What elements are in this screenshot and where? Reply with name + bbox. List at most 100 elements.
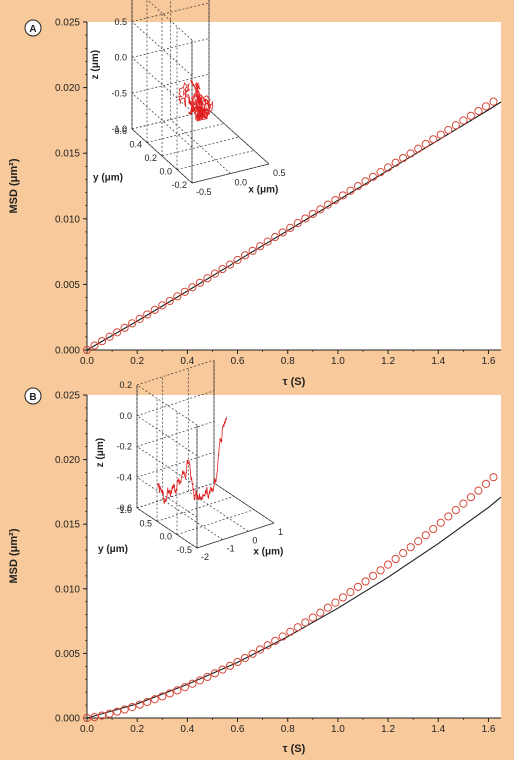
data-point xyxy=(248,649,257,658)
inset-grid-line xyxy=(131,73,210,94)
data-point xyxy=(165,296,174,306)
data-point xyxy=(90,712,99,722)
inset-frame-edge xyxy=(213,482,275,524)
inset-grid-line xyxy=(131,92,193,148)
inset-y-tick-label: 0.6 xyxy=(114,126,127,136)
inset-y-axis-label: y (μm) xyxy=(93,173,123,184)
inset-grid-line xyxy=(131,38,210,58)
panel-b: B τ (S) MSD (μm²) 0.0000.0050.0100.0150.… xyxy=(8,359,502,755)
data-point xyxy=(466,111,475,120)
x-tick-label: 1.4 xyxy=(431,356,445,367)
data-point xyxy=(353,582,363,591)
data-point xyxy=(338,593,348,602)
x-tick-label: 0.8 xyxy=(281,724,295,735)
inset-z-tick-label: -1.0 xyxy=(111,124,127,134)
inset-frame-edge xyxy=(136,507,198,549)
data-point xyxy=(97,337,107,346)
data-point xyxy=(113,707,122,716)
inset-grid-line xyxy=(131,21,193,77)
data-point xyxy=(489,97,498,106)
data-point xyxy=(203,274,212,283)
inset-x-tick-label: -0.5 xyxy=(196,187,212,197)
data-point xyxy=(203,672,212,682)
data-point xyxy=(361,577,370,586)
inset-z-axis-label: z (μm) xyxy=(90,50,101,79)
inset-grid-line xyxy=(136,446,198,487)
y-tick-label: 0.010 xyxy=(55,214,80,225)
data-point xyxy=(135,700,144,709)
inset-3d-a: 1.00.50.0-0.5-1.0-0.20.00.20.40.6-0.50.0… xyxy=(90,0,286,197)
data-point xyxy=(338,191,348,200)
data-point xyxy=(406,149,415,158)
data-point xyxy=(474,106,483,116)
data-point xyxy=(361,177,370,186)
data-point xyxy=(436,518,445,527)
fit-line-a xyxy=(86,101,502,351)
y-tick-label: 0.025 xyxy=(55,391,80,402)
data-markers-a xyxy=(82,97,498,355)
data-point xyxy=(195,676,205,685)
inset-z-tick-label: 0.0 xyxy=(114,53,127,63)
data-point xyxy=(391,554,400,564)
data-point xyxy=(399,549,408,558)
data-point xyxy=(323,200,332,209)
inset-grid-line xyxy=(131,109,210,130)
data-point xyxy=(225,661,235,670)
inset-x-tick-label: -2 xyxy=(201,552,209,562)
data-point xyxy=(414,537,423,546)
inset-trajectory xyxy=(178,80,213,122)
data-point xyxy=(233,255,242,265)
data-point xyxy=(383,163,393,172)
data-point xyxy=(128,703,137,712)
data-point xyxy=(240,251,250,260)
data-point xyxy=(271,232,280,242)
inset-grid-line xyxy=(136,482,215,509)
data-point xyxy=(429,524,438,534)
x-tick-label: 1.6 xyxy=(482,356,496,367)
inset-grid-line xyxy=(170,119,231,174)
data-point xyxy=(331,598,340,607)
data-point xyxy=(82,345,92,355)
data-point xyxy=(150,695,159,704)
x-tick-label: 0.8 xyxy=(281,356,295,367)
y-tick-label: 0.020 xyxy=(55,83,80,94)
x-tick-label: 1.0 xyxy=(331,724,345,735)
inset-y-tick-label: -0.5 xyxy=(176,545,192,555)
inset-z-tick-label: -0.2 xyxy=(116,442,132,452)
inset-y-axis-label: y (μm) xyxy=(98,544,128,555)
y-axis-label-b: MSD (μm²) xyxy=(8,528,20,583)
inset-frame-edge xyxy=(191,163,270,184)
data-point xyxy=(301,214,310,223)
data-point xyxy=(105,332,114,341)
data-point xyxy=(368,172,378,181)
data-point xyxy=(165,689,174,698)
data-point xyxy=(233,657,242,667)
data-point xyxy=(466,493,475,502)
y-tick-label: 0.015 xyxy=(55,149,80,160)
panel-label-badge-a: A xyxy=(24,19,42,37)
inset-y-tick-label: 0.0 xyxy=(159,532,172,542)
data-point xyxy=(474,486,483,495)
fit-line-path xyxy=(86,101,502,351)
data-point xyxy=(459,499,468,508)
data-point xyxy=(128,319,137,328)
data-point xyxy=(383,560,393,569)
data-point xyxy=(421,139,430,149)
data-point xyxy=(271,636,280,645)
x-tick-label: 1.4 xyxy=(431,724,445,735)
data-point xyxy=(256,645,265,654)
data-point xyxy=(444,125,453,135)
data-point xyxy=(414,144,423,153)
data-point xyxy=(180,287,189,296)
inset-grid-line xyxy=(176,509,255,535)
inset-y-tick-label: 0.5 xyxy=(139,518,152,528)
inset-y-tick-label: 0.2 xyxy=(144,153,157,163)
inset-x-tick-label: 1 xyxy=(278,527,283,537)
x-tick-label: 1.2 xyxy=(381,724,395,735)
data-point xyxy=(263,237,272,246)
inset-grid-line xyxy=(161,136,240,157)
inset-grid-line xyxy=(136,421,215,447)
data-point xyxy=(188,679,197,688)
x-tick-label: 0.4 xyxy=(180,724,194,735)
